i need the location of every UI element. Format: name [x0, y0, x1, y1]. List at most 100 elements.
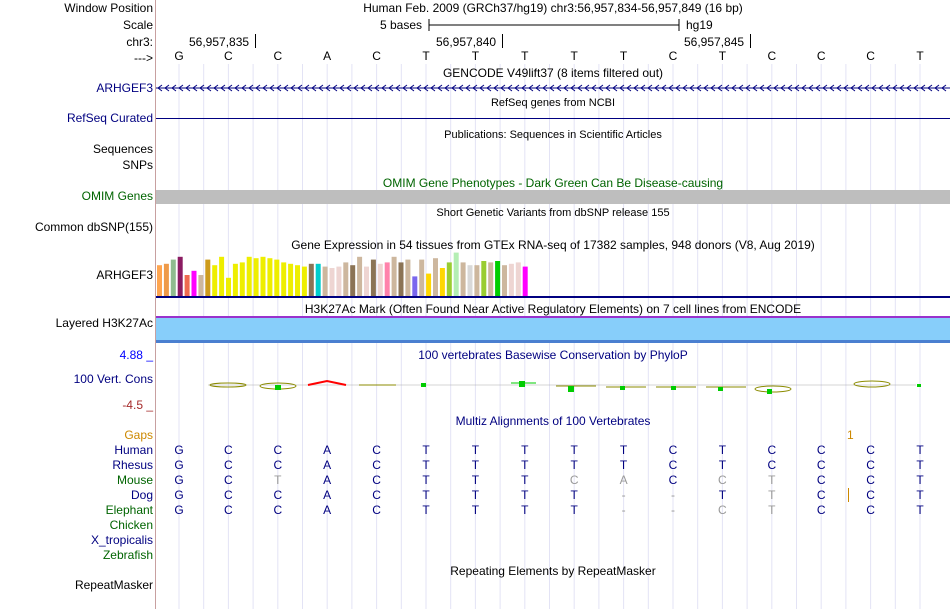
alignment-base: A	[323, 503, 332, 517]
track-area[interactable]: Human Feb. 2009 (GRCh37/hg19) chr3:56,95…	[156, 0, 950, 609]
gtex-tissue-bar	[308, 263, 314, 296]
omim-feature[interactable]	[156, 190, 950, 204]
label-refseq[interactable]: RefSeq Curated	[66, 111, 153, 125]
h3k27ac-top-line	[156, 316, 950, 318]
gtex-tissue-bar	[384, 262, 390, 296]
gtex-tissue-bar	[522, 266, 528, 296]
label-strand-arrow[interactable]: --->	[134, 51, 153, 65]
position-label: 56,957,840	[436, 35, 497, 49]
label-snps[interactable]: SNPs	[122, 158, 153, 172]
gtex-tissue-bar	[398, 262, 404, 296]
alignment-base: G	[174, 458, 184, 472]
alignment-base: T	[422, 443, 430, 457]
label-species-human[interactable]: Human	[114, 443, 153, 457]
alignment-base: C	[273, 458, 283, 472]
alignment-base: C	[668, 473, 678, 487]
alignment-base: C	[816, 443, 826, 457]
gtex-tissue-bar	[226, 277, 231, 296]
alignment-base: T	[916, 488, 924, 502]
label-gaps[interactable]: Gaps	[124, 428, 153, 442]
label-scale[interactable]: Scale	[122, 18, 153, 32]
label-omim[interactable]: OMIM Genes	[81, 189, 153, 203]
label-species-zebrafish[interactable]: Zebrafish	[102, 548, 153, 562]
alignment-base: T	[718, 458, 727, 472]
gtex-tissue-bar	[205, 259, 211, 296]
alignment-base: C	[273, 503, 283, 517]
label-species-chicken[interactable]: Chicken	[109, 518, 153, 532]
gtex-tissue-bar	[433, 258, 438, 296]
omim-title: OMIM Gene Phenotypes - Dark Green Can Be…	[382, 176, 724, 190]
h3k27ac-bottom-line	[156, 340, 950, 343]
alignment-base: A	[323, 443, 332, 457]
track-labels: Window Position Scale chr3: ---> ARHGEF3…	[0, 0, 155, 609]
alignment-base: T	[422, 458, 430, 472]
position-label: 56,957,835	[189, 35, 250, 49]
alignment-base: T	[768, 503, 776, 517]
label-cons-max: 4.88 _	[119, 348, 153, 362]
gtex-tissue-bar	[212, 265, 218, 296]
gtex-bar-chart[interactable]	[156, 252, 950, 298]
alignment-base: T	[570, 503, 578, 517]
label-chrom[interactable]: chr3:	[126, 35, 153, 49]
alignment-base: C	[569, 473, 579, 487]
label-divider	[155, 0, 156, 609]
gtex-tissue-bar	[364, 266, 369, 296]
label-h3k27ac[interactable]: Layered H3K27Ac	[55, 316, 153, 330]
gtex-tissue-bar	[460, 262, 466, 296]
label-species-mouse[interactable]: Mouse	[116, 473, 153, 487]
alignment-base: C	[668, 443, 678, 457]
label-cons-min: -4.5 _	[122, 398, 153, 412]
alignment-base: C	[372, 488, 381, 502]
gap-mark-line	[848, 488, 849, 502]
alignment-base: T	[916, 443, 924, 457]
dna-base: C	[767, 49, 777, 63]
label-gencode-gene[interactable]: ARHGEF3	[96, 81, 153, 95]
alignment-base: T	[916, 503, 924, 517]
alignment-base: C	[767, 458, 777, 472]
label-species-xtropicalis[interactable]: X_tropicalis	[90, 533, 153, 547]
alignment-base: C	[372, 473, 381, 487]
label-dbsnp[interactable]: Common dbSNP(155)	[34, 220, 153, 234]
gtex-tissue-bar	[315, 263, 321, 296]
alignment-base: T	[521, 488, 529, 502]
assembly-position: Human Feb. 2009 (GRCh37/hg19) chr3:56,95…	[363, 1, 743, 15]
gtex-title: Gene Expression in 54 tissues from GTEx …	[291, 238, 815, 252]
gtex-tissue-bar	[260, 256, 266, 296]
gtex-tissue-bar	[467, 265, 473, 296]
gencode-gene-feature[interactable]	[156, 82, 950, 94]
dna-base: C	[668, 49, 678, 63]
dna-base: T	[422, 49, 430, 63]
conservation-title: 100 vertebrates Basewise Conservation by…	[418, 348, 688, 362]
gtex-tissue-bar	[391, 256, 397, 296]
label-gtex-gene[interactable]: ARHGEF3	[96, 268, 153, 282]
label-species-dog[interactable]: Dog	[130, 488, 153, 502]
alignment-base: T	[768, 488, 776, 502]
conservation-plot[interactable]	[156, 372, 950, 402]
label-cons[interactable]: 100 Vert. Cons	[73, 372, 153, 386]
alignment-base: -	[621, 503, 626, 517]
label-window-position[interactable]: Window Position	[64, 1, 153, 15]
gtex-tissue-bar	[426, 273, 432, 296]
gtex-tissue-bar	[239, 262, 245, 296]
alignment-base: C	[224, 488, 233, 502]
position-tick	[502, 34, 503, 48]
label-species-rhesus[interactable]: Rhesus	[112, 458, 153, 472]
label-sequences[interactable]: Sequences	[92, 142, 153, 156]
gtex-tissue-bar	[184, 275, 190, 296]
label-species-elephant[interactable]: Elephant	[105, 503, 153, 517]
gtex-tissue-bar	[253, 258, 259, 296]
label-repeatmasker[interactable]: RepeatMasker	[74, 578, 153, 592]
gtex-tissue-bar	[232, 263, 238, 296]
gtex-tissue-bar	[453, 252, 459, 296]
gtex-tissue-bar	[474, 265, 480, 296]
alignment-base: -	[671, 503, 675, 517]
dna-base: T	[471, 49, 480, 63]
refseq-gene-feature[interactable]	[156, 118, 950, 119]
gap-mark: 1	[847, 428, 854, 442]
h3k27ac-signal[interactable]	[156, 318, 950, 340]
alignment-base: C	[816, 473, 826, 487]
gtex-tissue-bar	[502, 265, 507, 296]
alignment-base: T	[422, 488, 430, 502]
alignment-base: -	[671, 488, 675, 502]
